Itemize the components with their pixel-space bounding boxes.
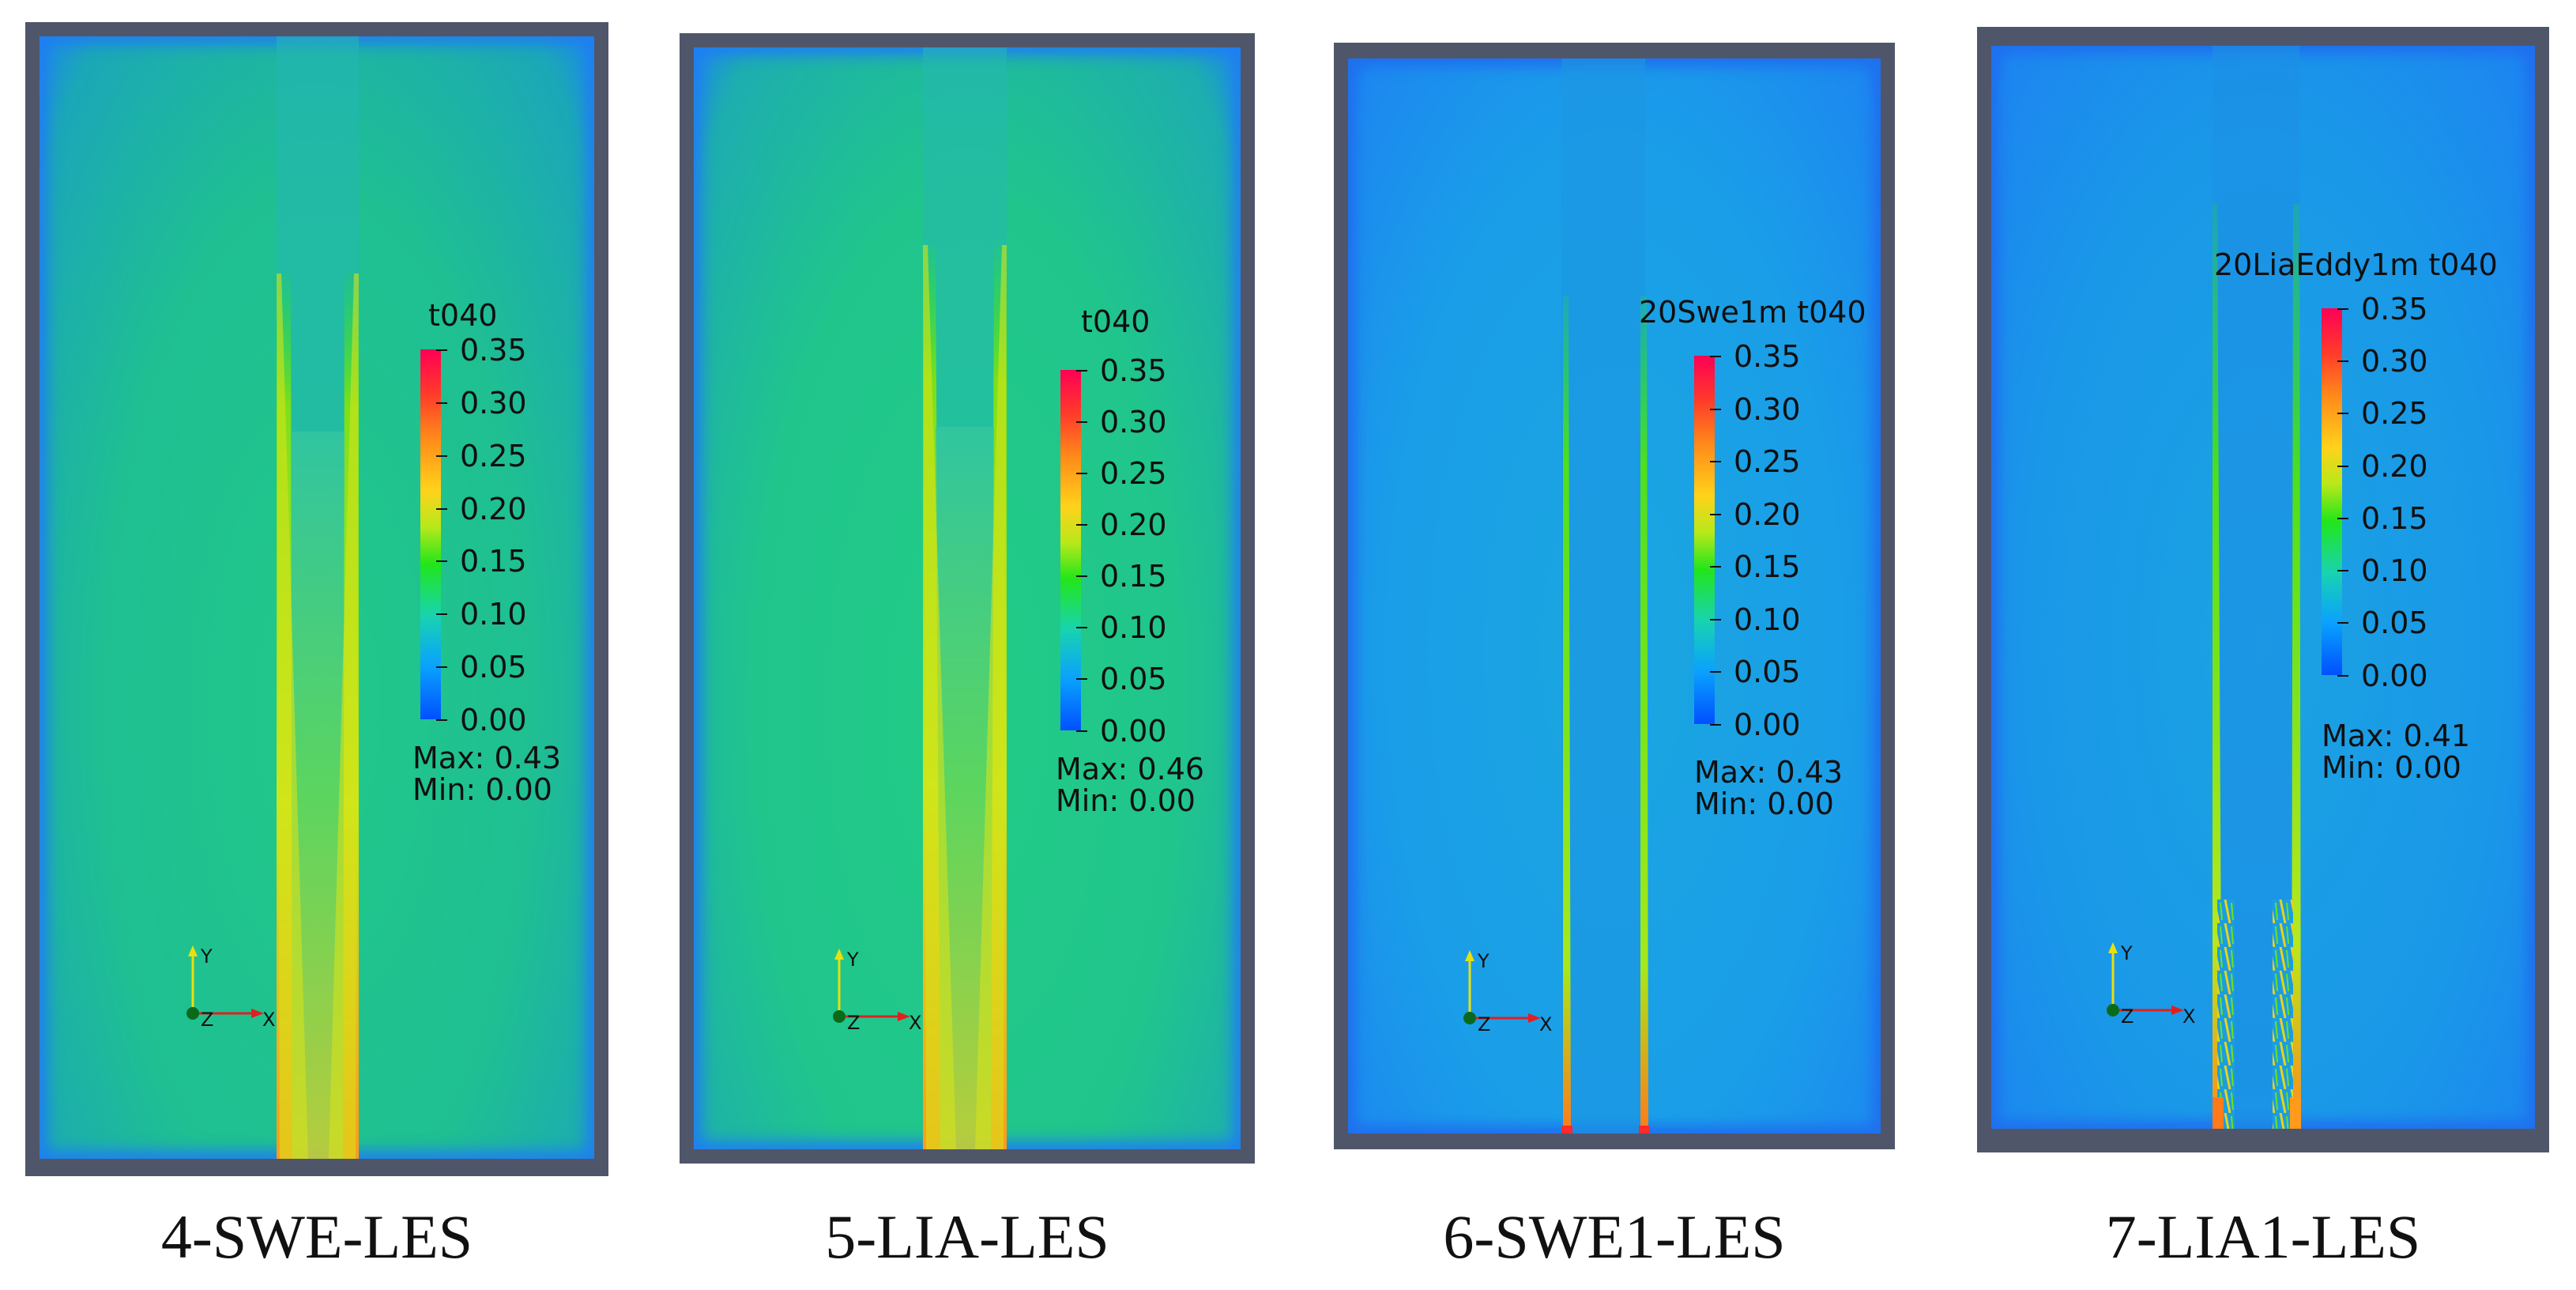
tick-label: 0.10 bbox=[2361, 553, 2428, 588]
min-label: Min: 0.00 bbox=[1694, 786, 1834, 821]
axis-label-y: Y bbox=[201, 945, 213, 968]
tick-label: 0.15 bbox=[2361, 501, 2428, 536]
tick-label: 0.00 bbox=[1734, 707, 1801, 742]
axis-label-y: Y bbox=[1478, 950, 1489, 972]
tick-label: 0.10 bbox=[460, 597, 527, 632]
axis-label-x: X bbox=[909, 1012, 922, 1034]
tick-label: 0.30 bbox=[460, 386, 527, 421]
legend-title: 20Swe1m t040 bbox=[1639, 295, 1866, 330]
axis-label-x: X bbox=[1539, 1013, 1553, 1035]
tick-label: 0.25 bbox=[1100, 456, 1167, 491]
tick-label: 0.30 bbox=[1734, 392, 1801, 427]
axis-label-z: Z bbox=[201, 1009, 214, 1031]
axis-label-y: Y bbox=[2121, 942, 2133, 964]
tick-label: 0.35 bbox=[460, 333, 527, 368]
min-label: Min: 0.00 bbox=[412, 772, 552, 807]
axis-label-z: Z bbox=[2121, 1005, 2134, 1028]
colorbar bbox=[420, 349, 441, 719]
jet-plume bbox=[923, 47, 1007, 1149]
tick-label: 0.20 bbox=[1734, 497, 1801, 532]
legend-title: t040 bbox=[1081, 304, 1151, 339]
max-label: Max: 0.41 bbox=[2322, 719, 2471, 753]
colorbar bbox=[1060, 370, 1081, 730]
tick-label: 0.30 bbox=[2361, 344, 2428, 379]
panel-5-lia-les: t040 0.35 0.30 0.25 0.20 0.15 0.10 0.05 … bbox=[680, 33, 1255, 1164]
tick-label: 0.25 bbox=[2361, 396, 2428, 431]
tick-label: 0.15 bbox=[460, 544, 527, 579]
min-label: Min: 0.00 bbox=[1056, 783, 1196, 818]
caption-7-lia1-les: 7-LIA1-LES bbox=[2105, 1202, 2421, 1271]
axis-label-x: X bbox=[262, 1009, 276, 1031]
jet-plume bbox=[2213, 46, 2301, 1129]
panel-6-swe1-les: 20Swe1m t040 0.35 0.30 0.25 0.20 0.15 0.… bbox=[1334, 43, 1895, 1149]
tick-label: 0.00 bbox=[2361, 658, 2428, 693]
caption-4-swe-les: 4-SWE-LES bbox=[160, 1202, 473, 1271]
tick-label: 0.30 bbox=[1100, 405, 1167, 439]
tick-label: 0.35 bbox=[1734, 339, 1801, 374]
jet-plume bbox=[1561, 58, 1650, 1133]
axis-label-z: Z bbox=[847, 1012, 861, 1034]
tick-label: 0.15 bbox=[1100, 559, 1167, 594]
axes-triad bbox=[186, 945, 264, 1020]
colorbar bbox=[1694, 356, 1715, 724]
tick-label: 0.10 bbox=[1734, 602, 1801, 637]
panel-7-lia1-les: 20LiaEddy1m t040 0.35 0.30 0.25 0.20 0.1… bbox=[1977, 27, 2549, 1152]
axis-label-y: Y bbox=[847, 949, 859, 971]
tick-label: 0.20 bbox=[2361, 449, 2428, 484]
tick-label: 0.05 bbox=[1734, 654, 1801, 689]
tick-label: 0.15 bbox=[1734, 549, 1801, 584]
tick-label: 0.20 bbox=[1100, 507, 1167, 542]
legend-title: t040 bbox=[428, 298, 498, 333]
max-label: Max: 0.43 bbox=[412, 741, 562, 775]
tick-label: 0.05 bbox=[2361, 605, 2428, 640]
tick-label: 0.25 bbox=[1734, 444, 1801, 479]
tick-label: 0.25 bbox=[460, 439, 527, 473]
caption-6-swe1-les: 6-SWE1-LES bbox=[1443, 1202, 1786, 1271]
tick-label: 0.10 bbox=[1100, 610, 1167, 645]
caption-5-lia-les: 5-LIA-LES bbox=[825, 1202, 1109, 1271]
tick-label: 0.35 bbox=[1100, 353, 1167, 388]
legend-title: 20LiaEddy1m t040 bbox=[2214, 247, 2498, 282]
tick-label: 0.00 bbox=[460, 703, 527, 737]
axes-triad bbox=[2107, 942, 2184, 1017]
min-label: Min: 0.00 bbox=[2322, 750, 2461, 785]
tick-label: 0.00 bbox=[1100, 714, 1167, 749]
max-label: Max: 0.43 bbox=[1694, 755, 1843, 790]
axis-label-z: Z bbox=[1478, 1013, 1491, 1035]
axes-triad bbox=[833, 949, 910, 1023]
tick-label: 0.20 bbox=[460, 492, 527, 526]
colorbar bbox=[2322, 308, 2342, 675]
axis-label-x: X bbox=[2182, 1005, 2196, 1028]
max-label: Max: 0.46 bbox=[1056, 752, 1205, 786]
tick-label: 0.05 bbox=[460, 650, 527, 685]
tick-label: 0.05 bbox=[1100, 662, 1167, 696]
panel-4-swe-les: t040 0.35 0.30 0.25 0.20 0.15 0.10 0.05 … bbox=[25, 22, 608, 1176]
jet-plume bbox=[277, 36, 359, 1159]
tick-label: 0.35 bbox=[2361, 292, 2428, 326]
axes-triad bbox=[1463, 950, 1541, 1024]
